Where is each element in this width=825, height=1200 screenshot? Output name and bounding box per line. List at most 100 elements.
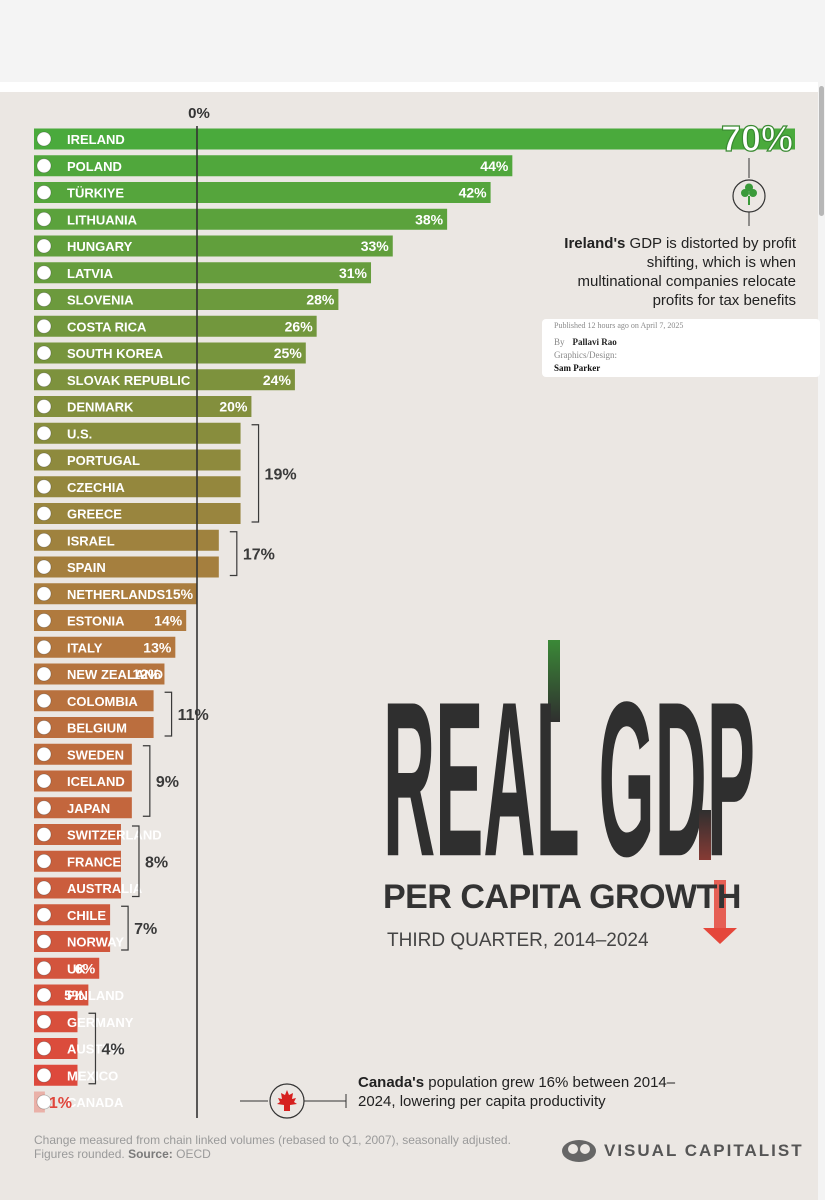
value-label: 5% bbox=[64, 987, 85, 1003]
zero-axis-label: 0% bbox=[188, 105, 210, 122]
bar bbox=[34, 369, 295, 391]
value-label: 12% bbox=[132, 666, 161, 682]
group-value-label: 9% bbox=[156, 774, 179, 791]
bar bbox=[34, 503, 241, 524]
bar-label: FRANCE bbox=[67, 854, 121, 869]
bar-label: BELGIUM bbox=[67, 721, 127, 736]
flag-icon bbox=[36, 853, 52, 869]
group-value-label: 4% bbox=[101, 1042, 124, 1059]
flag-icon bbox=[36, 425, 52, 441]
flag-icon bbox=[36, 666, 52, 682]
canada-annotation: Canada's population grew 16% between 201… bbox=[358, 1073, 688, 1111]
group-bracket bbox=[131, 825, 140, 898]
flag-icon bbox=[36, 265, 52, 281]
flag-icon bbox=[36, 639, 52, 655]
bar-label: SPAIN bbox=[67, 560, 106, 575]
flag-icon bbox=[36, 318, 52, 334]
flag-icon bbox=[36, 399, 52, 414]
bar bbox=[34, 583, 198, 605]
flag-icon bbox=[36, 720, 52, 735]
by-label: By bbox=[554, 337, 565, 347]
group-bracket bbox=[164, 691, 173, 737]
red-arrow-overlay bbox=[703, 880, 737, 944]
value-label: 25% bbox=[274, 345, 303, 361]
value-label: 6% bbox=[75, 960, 96, 976]
value-label: 44% bbox=[480, 158, 509, 174]
bar bbox=[34, 743, 132, 765]
bar-label: SOUTH KOREA bbox=[67, 346, 164, 361]
red-arrow-head bbox=[703, 928, 737, 944]
footnote: Change measured from chain linked volume… bbox=[34, 1133, 534, 1161]
flag-icon bbox=[36, 800, 52, 816]
bar bbox=[34, 128, 795, 150]
flag-icon bbox=[36, 1041, 52, 1056]
bar-label: ESTONIA bbox=[67, 614, 125, 629]
flag-icon bbox=[36, 559, 52, 575]
source-label: Source: bbox=[128, 1147, 173, 1161]
flag-icon bbox=[36, 185, 52, 200]
visual-capitalist-logo-icon bbox=[562, 1140, 596, 1162]
value-label: 20% bbox=[219, 399, 248, 415]
bar-label: COSTA RICA bbox=[67, 319, 147, 334]
footnote-text: Change measured from chain linked volume… bbox=[34, 1133, 511, 1161]
author-link[interactable]: Pallavi Rao bbox=[572, 337, 617, 347]
flag-icon bbox=[36, 131, 52, 147]
bar bbox=[34, 208, 448, 230]
bar-label: POLAND bbox=[67, 159, 122, 174]
clover-icon bbox=[741, 183, 757, 205]
ireland-annotation: Ireland's GDP is distorted by profit shi… bbox=[560, 234, 796, 310]
chart-title: REAL GDP bbox=[383, 656, 755, 860]
value-label: 31% bbox=[339, 265, 368, 281]
title-block: REAL GDP bbox=[383, 640, 755, 860]
group-bracket bbox=[229, 531, 238, 577]
flag-icon bbox=[36, 586, 52, 602]
flag-icon bbox=[36, 613, 52, 628]
ireland-annotation-bold: Ireland's bbox=[564, 235, 626, 252]
bar bbox=[34, 342, 306, 364]
bars-group: IRELAND 70% POLAND 44% TÜRKIYE 42% LITHUANIA 38… bbox=[34, 117, 795, 1113]
flag-icon bbox=[36, 292, 52, 307]
bar bbox=[34, 797, 132, 819]
value-label: 26% bbox=[285, 318, 314, 334]
bar bbox=[34, 850, 121, 872]
bar-label: SLOVAK REPUBLIC bbox=[67, 373, 191, 388]
maple-leaf-icon bbox=[277, 1090, 297, 1111]
bar bbox=[34, 690, 154, 712]
bar bbox=[34, 182, 491, 203]
bar-label: SLOVENIA bbox=[67, 293, 134, 308]
scrollbar-thumb[interactable] bbox=[819, 86, 824, 216]
flag-icon bbox=[36, 693, 52, 709]
scrollbar-track[interactable] bbox=[818, 82, 825, 1200]
bar bbox=[34, 235, 393, 257]
group-value-label: 11% bbox=[178, 707, 209, 724]
browser-top-area bbox=[0, 0, 825, 82]
bar-label: ICELAND bbox=[67, 774, 125, 789]
bar bbox=[34, 610, 187, 631]
flag-icon bbox=[36, 907, 52, 923]
value-label: 42% bbox=[459, 185, 488, 201]
flag-icon bbox=[36, 506, 52, 521]
flag-icon bbox=[36, 934, 52, 949]
value-label: 33% bbox=[361, 238, 390, 254]
flag-icon bbox=[36, 452, 52, 468]
bar-label: FINLAND bbox=[67, 988, 124, 1003]
group-value-label: 8% bbox=[145, 854, 168, 871]
group-value-label: 17% bbox=[243, 547, 275, 564]
bar-label: SWITZERLAND bbox=[67, 828, 162, 843]
flag-icon bbox=[36, 211, 52, 227]
bar-label: UK bbox=[67, 961, 86, 976]
bar-label: NORWAY bbox=[67, 935, 124, 950]
canada-annotation-bold: Canada's bbox=[358, 1074, 425, 1091]
bar-label: CZECHIA bbox=[67, 480, 125, 495]
designer-link[interactable]: Sam Parker bbox=[554, 363, 601, 373]
canada-annotation-text: population grew 16% between 2014–2024, l… bbox=[358, 1074, 676, 1110]
bar-label: MEXICO bbox=[67, 1068, 118, 1083]
bar bbox=[34, 636, 176, 658]
bar-label: JAPAN bbox=[67, 801, 110, 816]
published-date: Published 12 hours ago on April 7, 2025 bbox=[554, 321, 684, 330]
value-label: 1% bbox=[49, 1095, 72, 1112]
bar-label: COLOMBIA bbox=[67, 694, 138, 709]
red-arrow-shaft bbox=[699, 810, 711, 860]
bar-label: CHILE bbox=[67, 908, 106, 923]
